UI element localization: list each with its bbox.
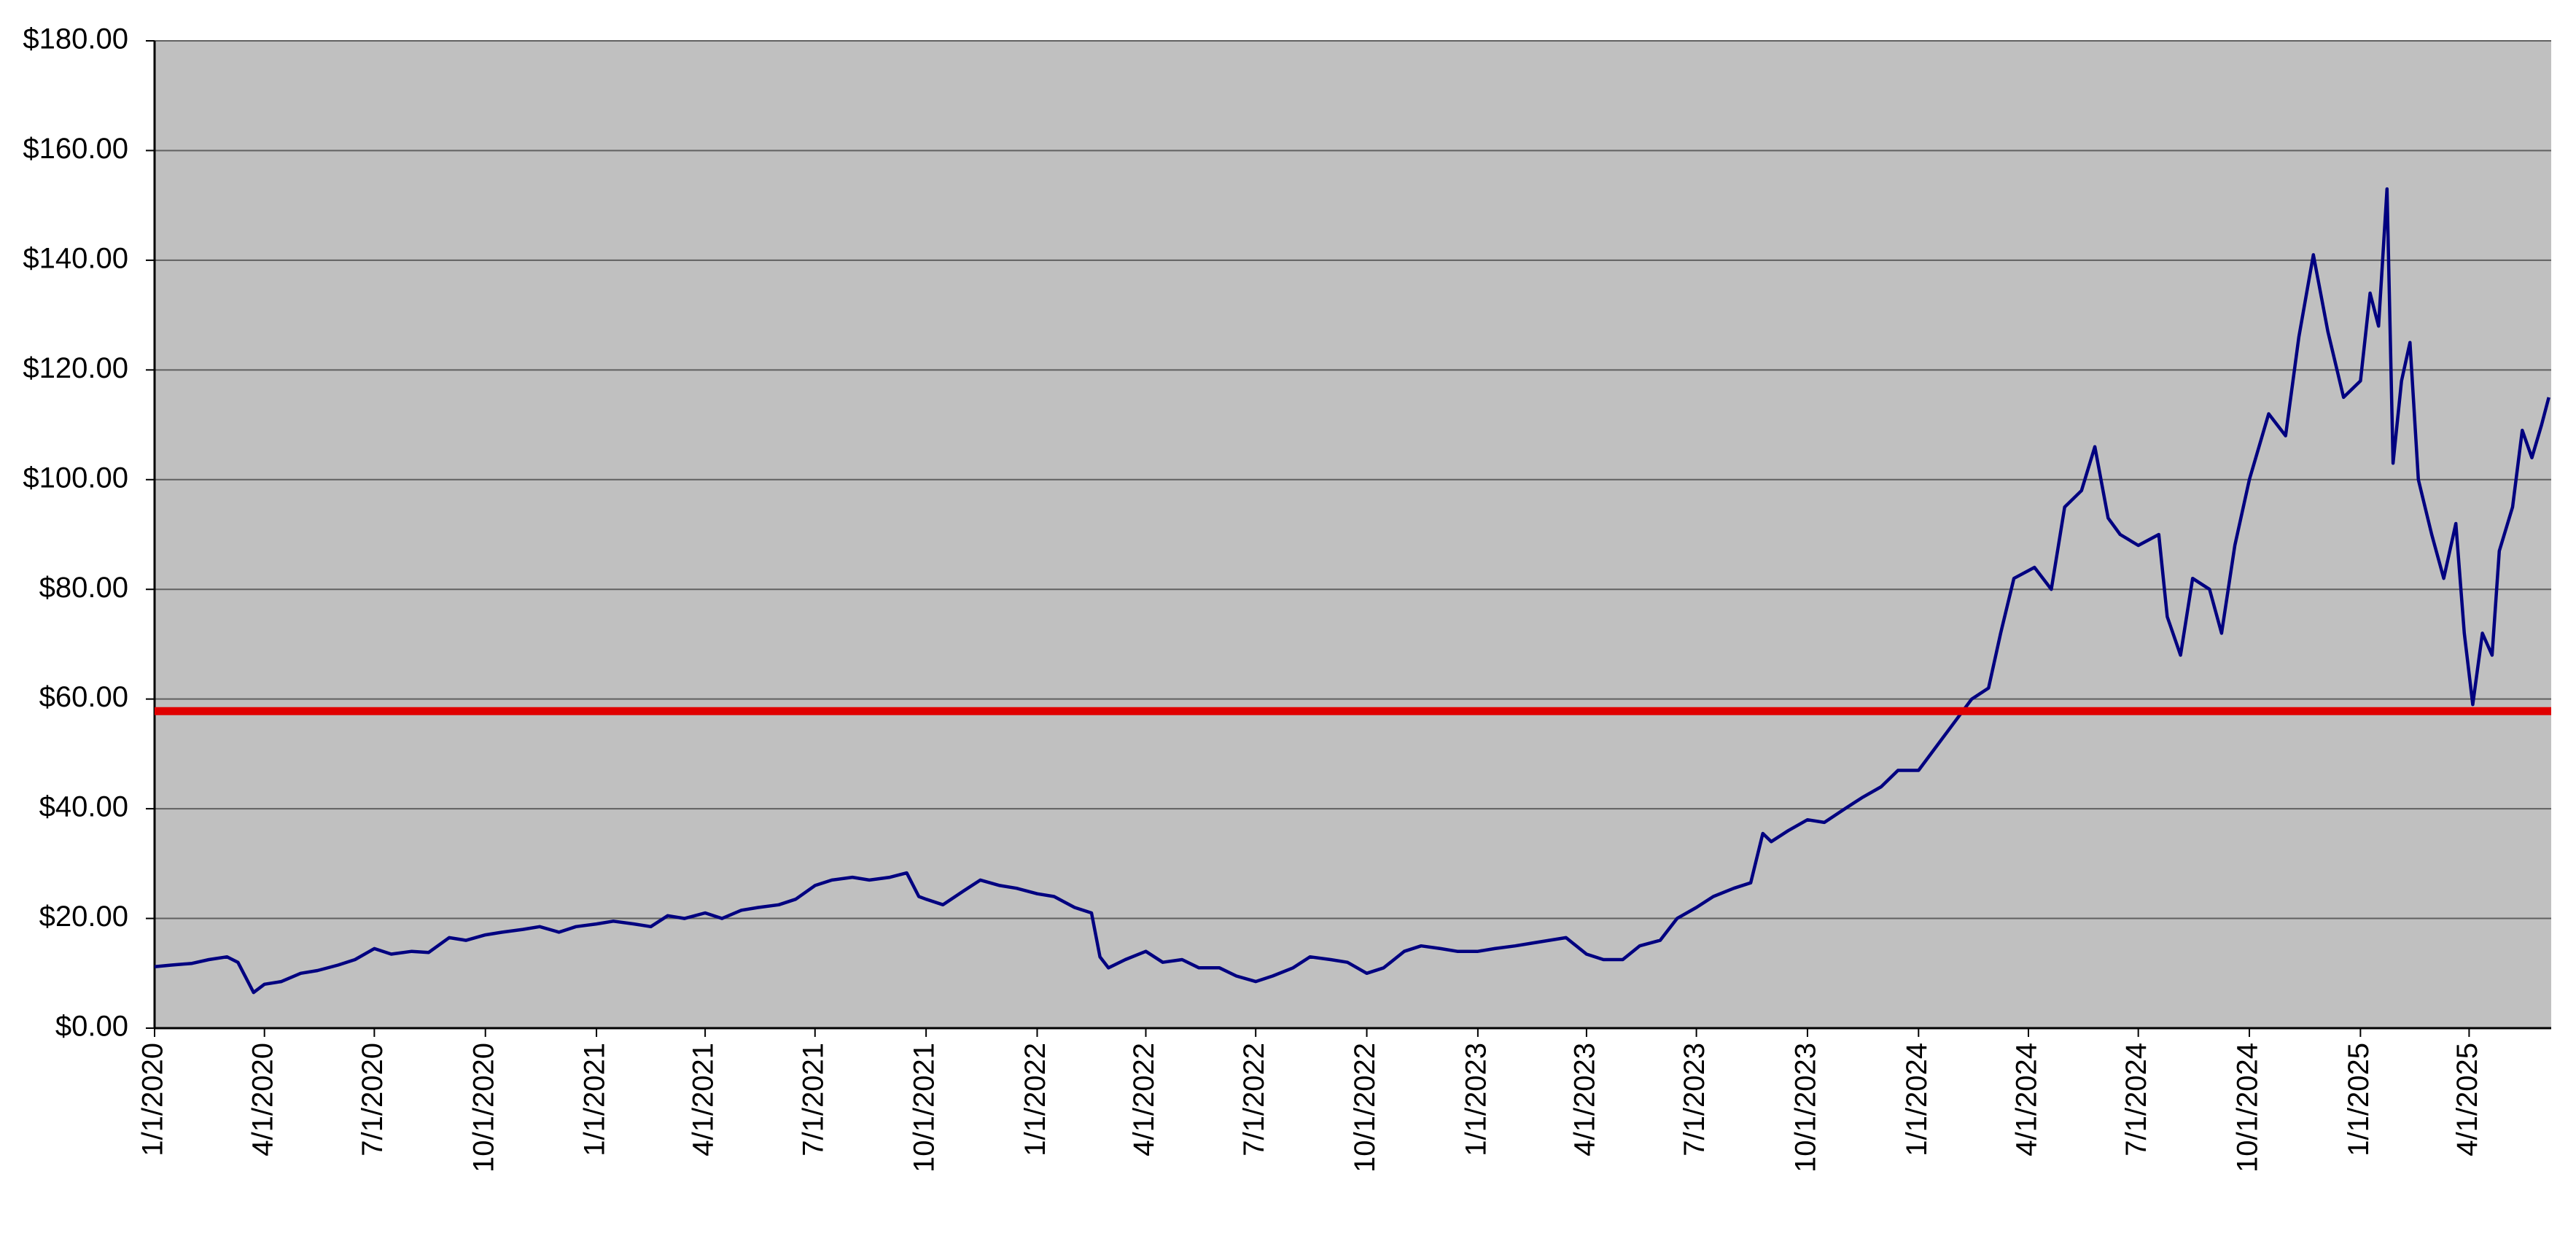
x-tick-label: 7/1/2022: [1238, 1043, 1270, 1156]
x-tick-label: 7/1/2023: [1678, 1043, 1711, 1156]
price-line: [154, 187, 2550, 995]
x-tick-label: 10/1/2021: [908, 1043, 941, 1173]
x-tick-label: 1/1/2024: [1901, 1043, 1933, 1156]
plot-area: [155, 41, 2551, 1028]
x-tick-label: 1/1/2023: [1460, 1043, 1492, 1156]
x-tick-label: 10/1/2022: [1349, 1043, 1381, 1173]
x-tick-label: 7/1/2021: [797, 1043, 829, 1156]
y-tick-label: $60.00: [39, 681, 128, 713]
x-tick-label: 1/1/2020: [137, 1043, 169, 1156]
y-tick-label: $120.00: [23, 352, 128, 384]
x-tick-label: 4/1/2024: [2011, 1043, 2043, 1156]
y-tick-label: $20.00: [39, 901, 128, 933]
x-tick-label: 4/1/2020: [246, 1043, 279, 1156]
x-tick-label: 1/1/2025: [2343, 1043, 2375, 1156]
y-tick-label: $180.00: [23, 23, 128, 55]
y-tick-label: $100.00: [23, 462, 128, 494]
x-tick-label: 4/1/2025: [2451, 1043, 2483, 1156]
x-tick-label: 10/1/2024: [2232, 1043, 2264, 1173]
x-tick-label: 10/1/2023: [1790, 1043, 1822, 1173]
y-tick-label: $0.00: [55, 1011, 128, 1043]
y-tick-label: $80.00: [39, 572, 128, 604]
x-tick-label: 10/1/2020: [467, 1043, 499, 1173]
x-tick-label: 4/1/2023: [1568, 1043, 1600, 1156]
x-tick-label: 1/1/2021: [579, 1043, 611, 1156]
x-tick-label: 4/1/2021: [688, 1043, 720, 1156]
y-tick-label: $40.00: [39, 791, 128, 823]
x-tick-label: 1/1/2022: [1019, 1043, 1051, 1156]
y-tick-label: $160.00: [23, 133, 128, 165]
x-tick-label: 4/1/2022: [1128, 1043, 1160, 1156]
x-tick-label: 7/1/2024: [2120, 1043, 2152, 1156]
y-tick-label: $140.00: [23, 242, 128, 274]
x-tick-label: 7/1/2020: [357, 1043, 389, 1156]
